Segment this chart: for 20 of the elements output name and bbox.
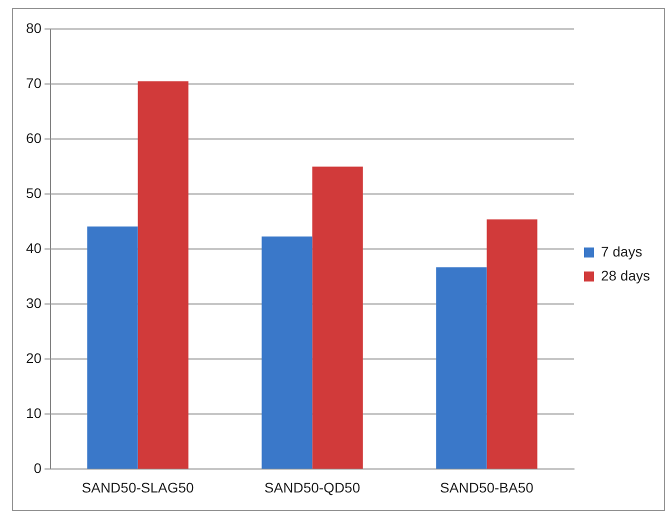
bar <box>138 81 188 469</box>
x-tick-label: SAND50-QD50 <box>264 479 360 496</box>
y-tick-label: 30 <box>26 294 42 311</box>
x-tick-label: SAND50-SLAG50 <box>82 479 194 496</box>
y-tick-label: 10 <box>26 405 42 422</box>
y-tick-label: 70 <box>26 74 42 91</box>
y-tick-label: 20 <box>26 350 42 366</box>
bar <box>436 267 487 469</box>
y-tick-label: 60 <box>26 130 42 146</box>
bar <box>486 219 538 469</box>
bar <box>87 226 138 469</box>
bar <box>262 236 312 469</box>
y-tick-label: 0 <box>34 460 42 476</box>
legend-label: 7 days <box>600 243 642 260</box>
y-tick-label: 80 <box>26 20 42 36</box>
x-tick-label: SAND50-BA50 <box>440 479 534 496</box>
bar <box>312 166 363 469</box>
legend-label: 28 days <box>600 267 650 284</box>
y-tick-label: 50 <box>26 184 42 201</box>
y-tick-label: 40 <box>26 240 42 256</box>
